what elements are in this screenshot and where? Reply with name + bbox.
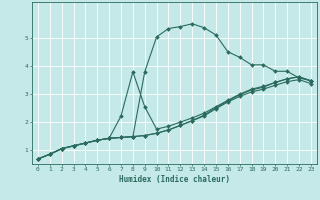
X-axis label: Humidex (Indice chaleur): Humidex (Indice chaleur)	[119, 175, 230, 184]
